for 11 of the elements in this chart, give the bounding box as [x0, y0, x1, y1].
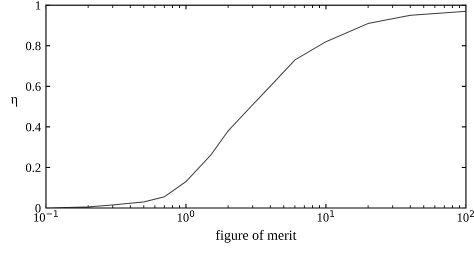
y-tick-label: 0.2 — [26, 163, 40, 172]
y-tick-label: 0.8 — [26, 42, 41, 50]
y-axis-title: η — [10, 97, 18, 107]
y-tick-label: 0.4 — [26, 122, 41, 132]
x-tick-label: 10$^{0}$ — [178, 210, 194, 222]
y-tick-label: 0.6 — [26, 82, 41, 91]
y-tick-label: 1 — [36, 1, 40, 10]
x-tick-label: 10$^{2}$ — [458, 210, 474, 222]
x-axis-title: figure of merit — [216, 230, 296, 243]
x-tick-label: 10$^{1}$ — [318, 210, 334, 222]
y-tick-label: 0 — [35, 204, 41, 212]
